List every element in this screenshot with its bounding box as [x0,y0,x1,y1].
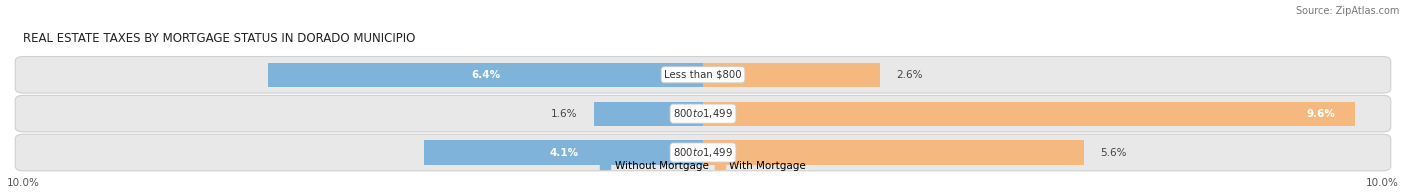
FancyBboxPatch shape [15,134,1391,171]
Bar [703,140,1084,165]
Bar [425,140,703,165]
Text: 1.6%: 1.6% [551,109,578,119]
FancyBboxPatch shape [15,57,1391,93]
FancyBboxPatch shape [15,95,1391,132]
Bar [595,102,703,126]
Bar [703,63,880,87]
Bar [269,63,703,87]
Text: 6.4%: 6.4% [471,70,501,80]
Text: 5.6%: 5.6% [1101,147,1128,158]
Text: REAL ESTATE TAXES BY MORTGAGE STATUS IN DORADO MUNICIPIO: REAL ESTATE TAXES BY MORTGAGE STATUS IN … [24,32,416,45]
Text: $800 to $1,499: $800 to $1,499 [673,107,733,120]
Text: Less than $800: Less than $800 [664,70,742,80]
Text: 4.1%: 4.1% [550,147,578,158]
Text: 9.6%: 9.6% [1306,109,1336,119]
Bar [703,102,1355,126]
Text: 2.6%: 2.6% [897,70,924,80]
Text: Source: ZipAtlas.com: Source: ZipAtlas.com [1295,6,1399,16]
Text: $800 to $1,499: $800 to $1,499 [673,146,733,159]
Legend: Without Mortgage, With Mortgage: Without Mortgage, With Mortgage [596,156,810,175]
